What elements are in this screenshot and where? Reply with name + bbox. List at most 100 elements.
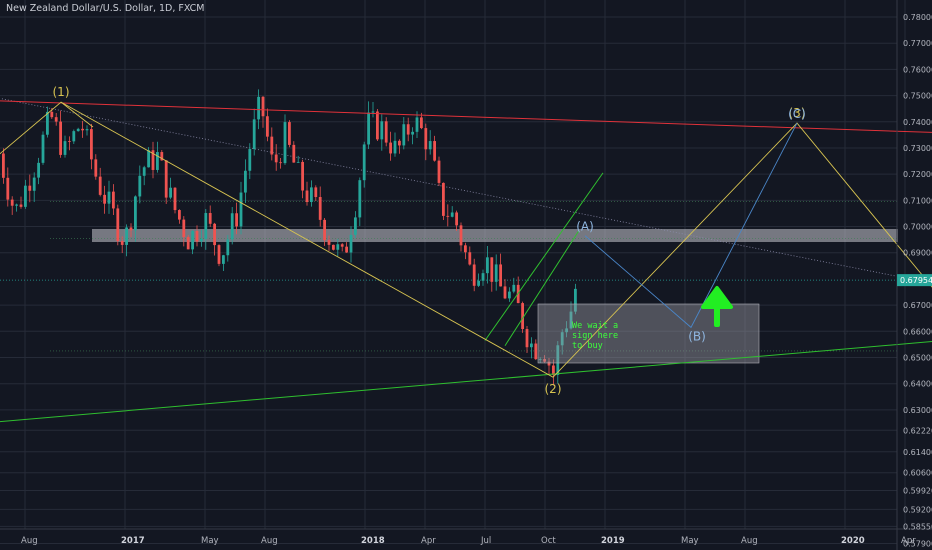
candle-body (433, 141, 436, 161)
abc-label: (A) (576, 220, 594, 234)
candle-body (81, 128, 84, 131)
x-tick-label: Apr (421, 536, 436, 546)
x-tick-label: Jul (480, 536, 491, 546)
x-tick-label: 2019 (601, 536, 625, 546)
support-line (0, 341, 932, 423)
candle-body (178, 210, 181, 220)
candle-body (340, 244, 344, 247)
candle-body (296, 161, 300, 163)
channel-line (484, 172, 604, 341)
candle-body (310, 187, 313, 203)
candle-body (266, 116, 269, 137)
candle-body (323, 219, 326, 241)
candle-body (182, 219, 186, 238)
candle-body (147, 150, 150, 168)
trend-lines (0, 100, 932, 423)
candle-body (76, 128, 80, 132)
candle-body (213, 223, 216, 246)
candle-body (37, 162, 40, 178)
candle-body (129, 227, 133, 231)
chart-title: New Zealand Dollar/U.S. Dollar, 1D, FXCM (6, 3, 205, 14)
x-tick-label: 2018 (361, 536, 385, 546)
current-price-badge: 0.67954 (897, 274, 932, 287)
candle-body (252, 119, 256, 150)
candle-body (6, 177, 10, 200)
candle-body (486, 257, 489, 274)
candle-body (257, 96, 260, 120)
abc-label: (B) (688, 329, 706, 343)
candle-body (94, 159, 98, 177)
wave-label: (3) (789, 106, 806, 120)
candle-body (186, 237, 190, 250)
candle-body (156, 152, 159, 170)
candle-body (543, 359, 546, 362)
candle-body (459, 225, 463, 246)
candle-body (389, 142, 392, 154)
candle-body (406, 124, 410, 135)
candle-body (437, 160, 441, 183)
candle-body (54, 117, 58, 122)
candle-body (468, 252, 472, 265)
candle-body (270, 136, 274, 155)
candle-body (402, 124, 406, 146)
x-axis-labels: Aug 2017 May Aug 2018 Apr Jul Oct 2019 May Aug 2020… (21, 536, 916, 546)
x-tick-label: May (681, 536, 699, 546)
candle-body (230, 213, 234, 240)
candle-body (481, 273, 485, 281)
candle-body (552, 365, 555, 375)
resistance-line (0, 100, 932, 133)
candle-body (508, 291, 511, 299)
candle-body (90, 129, 93, 160)
candle-body (151, 150, 155, 170)
candle-body (393, 140, 397, 154)
x-tick-label: 2020 (841, 536, 865, 546)
buy-zone-box (537, 303, 760, 364)
candle-body (235, 213, 238, 227)
abc-label: (C) (788, 107, 806, 121)
candle-body (46, 111, 49, 135)
candle-body (534, 343, 538, 360)
price-candles (0, 89, 577, 386)
candle-body (15, 204, 18, 206)
candle-body (318, 197, 322, 220)
candle-body (116, 208, 120, 242)
x-tick-label: Oct (541, 536, 556, 546)
candle-body (41, 134, 45, 163)
candle-body (305, 190, 309, 203)
candle-body (450, 212, 454, 217)
support-resistance-zone (92, 229, 898, 242)
candle-body (358, 180, 362, 218)
candle-body (569, 311, 573, 329)
candle-body (384, 121, 388, 143)
candle-body (142, 167, 146, 176)
y-tick-label: 0.57900 (903, 539, 932, 548)
candle-body (239, 192, 243, 227)
candle-body (512, 284, 516, 292)
candle-body (380, 121, 384, 140)
wave-minor (60, 101, 94, 128)
candle-body (424, 128, 428, 150)
candle-body (107, 191, 111, 204)
candle-body (10, 199, 14, 206)
candle-body (72, 131, 76, 142)
candle-body (164, 160, 168, 198)
wave-label: (2) (545, 382, 562, 396)
candle-body (556, 345, 560, 375)
